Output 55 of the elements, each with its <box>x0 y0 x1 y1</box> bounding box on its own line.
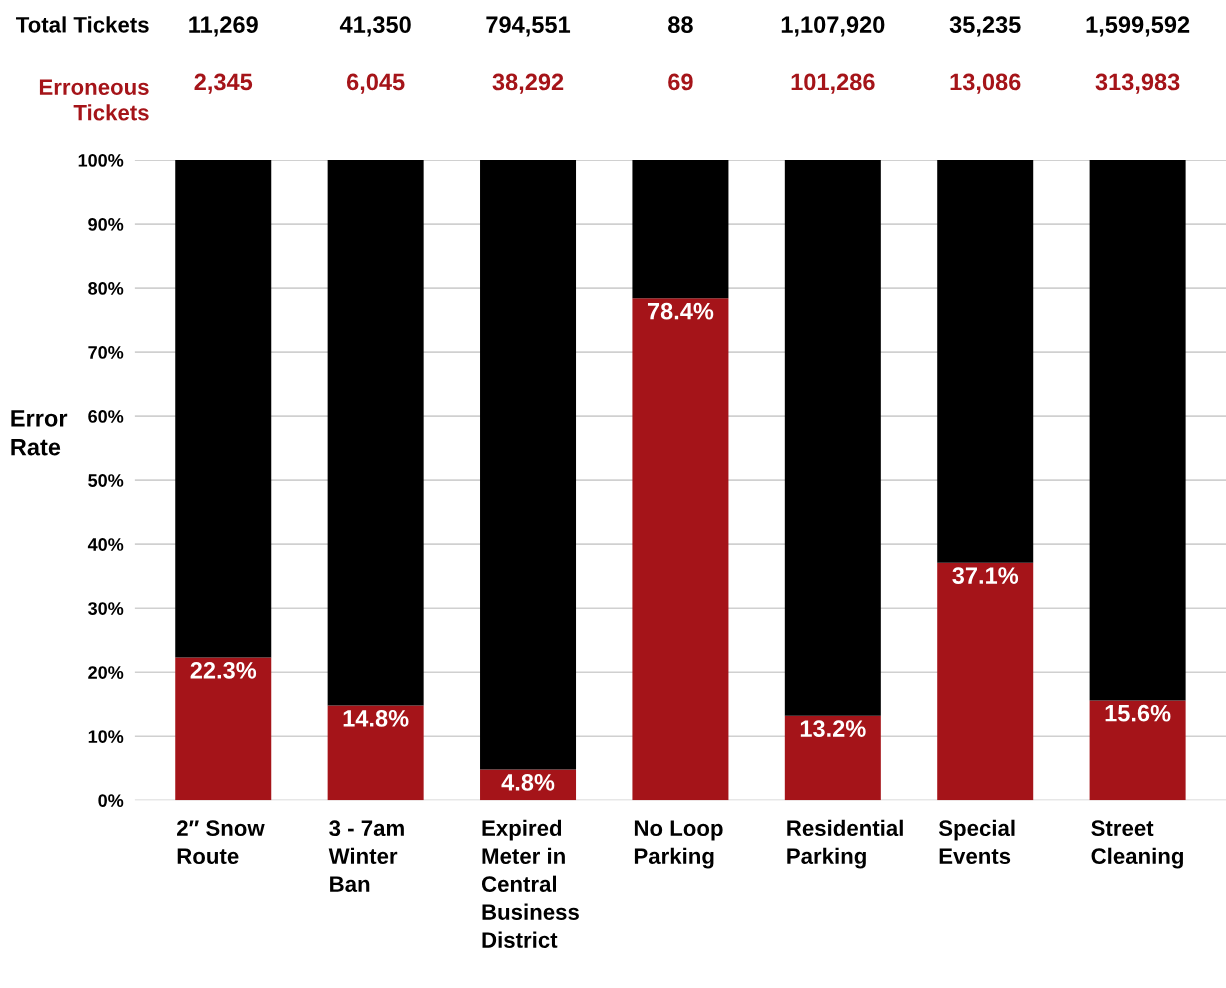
bar <box>1089 700 1186 801</box>
text: 6,045 <box>346 73 405 94</box>
text: 1,107,920 <box>781 16 885 37</box>
text: 13,086 <box>950 73 1021 94</box>
y-tick-label: 70% <box>88 346 124 359</box>
y-tick-label: 90% <box>88 218 124 231</box>
y-tick-label: 100% <box>78 153 124 167</box>
bar <box>327 160 424 706</box>
text: 794,551 <box>486 16 571 37</box>
bar <box>937 562 1034 801</box>
x-tick-label: No Loop Parking <box>634 820 723 869</box>
bar <box>175 657 272 801</box>
text: 41,350 <box>339 16 411 37</box>
bar <box>784 715 881 801</box>
data-label: 37.1% <box>952 567 1019 584</box>
bar <box>175 160 272 658</box>
bar <box>632 160 729 299</box>
bar <box>327 705 424 801</box>
y-tick-label: 60% <box>88 410 124 423</box>
y-tick-label: 40% <box>87 538 124 551</box>
x-tick-label: Special Events <box>938 819 1015 865</box>
bar <box>1089 160 1186 701</box>
x-tick-label: Street Cleaning <box>1091 820 1183 869</box>
x-tick-label: Residential Parking <box>787 819 903 869</box>
x-tick-label: 3 - 7am Winter Ban <box>328 820 404 892</box>
data-label: 13.2% <box>800 720 866 737</box>
text: 38,292 <box>492 73 564 94</box>
text: Erroneous Tickets <box>39 79 149 121</box>
data-label: 15.6% <box>1105 704 1171 722</box>
y-tick-label: 80% <box>88 282 124 295</box>
bar <box>937 160 1034 563</box>
bar <box>784 160 881 716</box>
bar <box>632 298 729 801</box>
text: 2,345 <box>194 73 253 94</box>
text: 101,286 <box>791 73 875 94</box>
x-tick-label: Expired Meter in Central Business District <box>481 819 579 948</box>
y-tick-label: 20% <box>88 666 124 679</box>
y-tick-label: 0% <box>98 794 124 807</box>
y-tick-label: 10% <box>88 730 124 743</box>
text: 1,599,592 <box>1086 16 1190 37</box>
text: 313,983 <box>1095 73 1180 94</box>
data-label: 78.4% <box>647 302 714 320</box>
x-tick-label: 2″ Snow Route <box>177 820 265 865</box>
text: 88 <box>668 16 693 34</box>
data-label: 4.8% <box>501 774 555 791</box>
data-label: 22.3% <box>190 661 257 679</box>
text: 11,269 <box>189 16 258 37</box>
bar <box>480 160 577 770</box>
y-tick-label: 50% <box>88 474 124 487</box>
text: Total Tickets <box>16 16 149 33</box>
data-label: 14.8% <box>343 709 409 727</box>
y-axis-title: Error Rate <box>11 410 68 456</box>
text: 69 <box>668 73 693 91</box>
text: 35,235 <box>949 16 1021 37</box>
y-tick-label: 30% <box>88 602 124 615</box>
